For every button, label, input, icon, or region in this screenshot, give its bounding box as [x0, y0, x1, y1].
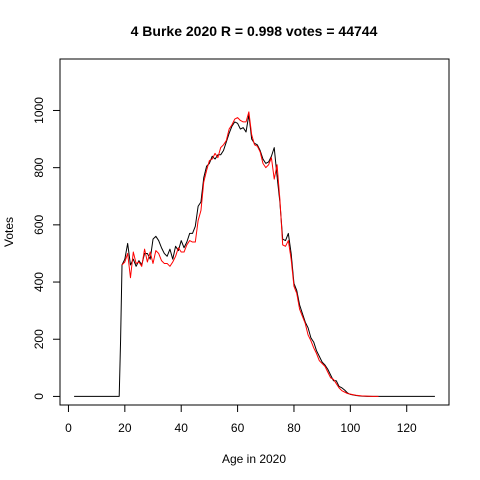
- x-tick-label: 0: [65, 421, 72, 435]
- x-tick-label: 40: [175, 421, 189, 435]
- y-tick-label: 1000: [32, 97, 46, 124]
- x-tick-label: 60: [231, 421, 245, 435]
- series-line-red: [121, 111, 379, 397]
- x-axis-label: Age in 2020: [222, 452, 286, 466]
- y-tick-label: 400: [32, 272, 46, 292]
- x-tick-label: 20: [118, 421, 132, 435]
- y-axis: 0 200 400 600 800 1000: [32, 97, 61, 400]
- x-tick-label: 120: [397, 421, 417, 435]
- y-tick-label: 0: [32, 393, 46, 400]
- y-tick-label: 800: [32, 157, 46, 177]
- y-tick-label: 600: [32, 215, 46, 235]
- series-layer: [74, 111, 435, 397]
- x-tick-label: 80: [287, 421, 301, 435]
- x-tick-label: 100: [340, 421, 360, 435]
- y-tick-label: 200: [32, 329, 46, 349]
- plot-frame: [59, 58, 450, 406]
- chart-title: 4 Burke 2020 R = 0.998 votes = 44744: [131, 23, 378, 39]
- y-axis-label: Votes: [2, 217, 16, 247]
- x-axis: 0 20 40 60 80 100 120: [65, 404, 417, 435]
- series-line-black: [74, 114, 435, 397]
